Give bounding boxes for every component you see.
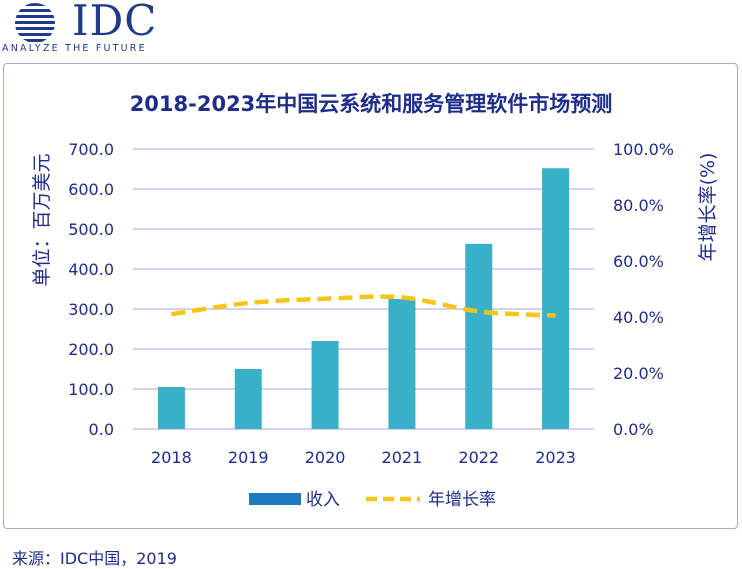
- source-note: 来源：IDC中国，2019: [12, 549, 177, 568]
- bar: [311, 341, 339, 429]
- bar: [157, 387, 185, 429]
- x-tick-label: 2022: [458, 448, 499, 467]
- x-tick-label: 2023: [535, 448, 576, 467]
- x-tick-label: 2019: [228, 448, 269, 467]
- y-axis-title: 单位：百万美元: [31, 153, 53, 286]
- logo-tagline: ANALYZE THE FUTURE: [2, 43, 147, 54]
- bar: [542, 168, 570, 429]
- globe-icon: [15, 3, 55, 42]
- growth-rate-line: [171, 294, 556, 318]
- y-tick-label: 500.0: [68, 220, 114, 239]
- y-tick-label: 300.0: [68, 300, 114, 319]
- legend-label-growth: 年增长率: [428, 490, 496, 510]
- chart-frame: [3, 63, 738, 529]
- y2-tick-label: 80.0%: [613, 196, 664, 215]
- y2-tick-label: 100.0%: [613, 140, 674, 159]
- legend-swatch-revenue: [249, 493, 301, 505]
- y2-tick-label: 40.0%: [613, 308, 664, 327]
- bar: [388, 299, 416, 429]
- x-tick-label: 2018: [151, 448, 192, 467]
- legend-label-revenue: 收入: [306, 490, 340, 510]
- y2-tick-label: 20.0%: [613, 364, 664, 383]
- x-tick-label: 2020: [305, 448, 346, 467]
- y-tick-label: 700.0: [68, 140, 114, 159]
- x-tick-label: 2021: [382, 448, 423, 467]
- idc-logo: IDC ANALYZE THE FUTURE: [2, 0, 172, 56]
- logo-brand: IDC: [72, 0, 158, 45]
- chart-title: 2018-2023年中国云系统和服务管理软件市场预测: [129, 92, 613, 116]
- y-tick-label: 100.0: [68, 380, 114, 399]
- y-tick-label: 0.0: [89, 420, 114, 439]
- y2-tick-label: 60.0%: [613, 252, 664, 271]
- y2-axis-title: 年增长率(%): [697, 153, 719, 262]
- bar: [465, 243, 493, 429]
- bar: [234, 369, 262, 429]
- y-tick-label: 600.0: [68, 180, 114, 199]
- y2-tick-label: 0.0%: [613, 420, 654, 439]
- y-tick-label: 400.0: [68, 260, 114, 279]
- y-tick-label: 200.0: [68, 340, 114, 359]
